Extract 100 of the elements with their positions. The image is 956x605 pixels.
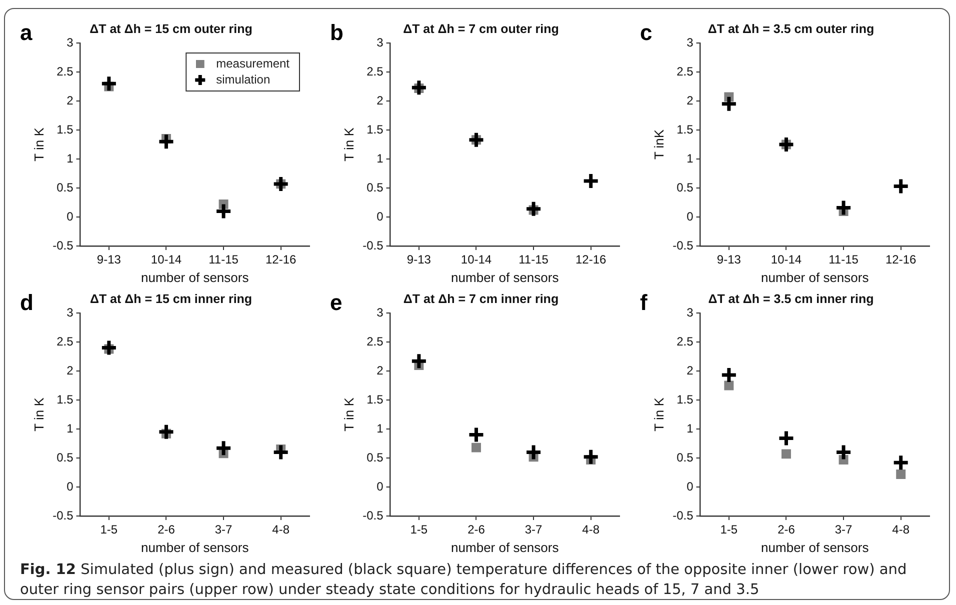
x-tick-label: 4-8 [892, 522, 910, 537]
x-axis-title: number of sensors [141, 270, 250, 285]
point [834, 198, 852, 216]
y-tick-label: 1 [686, 151, 694, 166]
point [582, 172, 600, 190]
y-tick-label: 0 [376, 479, 384, 494]
x-tick-label: 12-16 [575, 252, 607, 267]
x-axis-title: number of sensors [451, 270, 560, 285]
x-axis-title: number of sensors [141, 540, 250, 555]
y-tick-label: 2.5 [676, 334, 694, 348]
y-tick-label: 3 [66, 305, 74, 320]
point [410, 78, 428, 96]
point [777, 136, 795, 154]
y-axis-title: T in K [31, 127, 46, 162]
y-tick-label: 3 [686, 305, 694, 320]
point [157, 423, 175, 441]
legend-label: measurement [216, 56, 290, 70]
text: a [20, 20, 32, 46]
y-tick-label: 2.5 [366, 64, 384, 78]
y-tick-label: 0 [66, 209, 74, 224]
x-tick-label: 10-14 [770, 252, 802, 267]
point [834, 443, 852, 461]
y-tick-label: 0 [66, 479, 74, 494]
y-tick-label: -0.5 [52, 508, 74, 522]
y-axis-title: T inK [651, 129, 666, 160]
x-tick-label: 9-13 [406, 252, 432, 267]
x-axis-title: number of sensors [761, 540, 870, 555]
point [892, 454, 910, 472]
y-tick-label: 0.5 [366, 180, 384, 194]
y-tick-label: 1 [66, 421, 74, 436]
y-tick-label: 1 [66, 151, 74, 166]
point [214, 439, 232, 457]
x-tick-label: 4-8 [272, 522, 290, 537]
x-tick-label: 11-15 [208, 252, 239, 267]
y-tick-label: 1.5 [56, 392, 74, 406]
x-tick-label: 2-6 [468, 522, 486, 537]
chart-title: ΔT at Δh = 15 cm outer ring [90, 22, 252, 36]
y-tick-label: 3 [686, 35, 694, 50]
x-tick-label: 2-6 [158, 522, 176, 537]
y-tick-label: 0.5 [676, 450, 694, 464]
text: c [640, 20, 652, 46]
x-tick-label: 4-8 [582, 522, 600, 537]
y-tick-label: 3 [376, 305, 384, 320]
y-tick-label: 1.5 [676, 392, 694, 406]
chart-title: ΔT at Δh = 3.5 cm outer ring [708, 22, 874, 36]
y-tick-label: 2 [376, 93, 384, 108]
x-tick-label: 11-15 [518, 252, 549, 267]
text: d [20, 290, 34, 316]
y-tick-label: 2.5 [56, 64, 74, 78]
x-tick-label: 2-6 [778, 522, 796, 537]
x-tick-label: 3-7 [214, 522, 233, 537]
y-tick-label: 1.5 [366, 392, 384, 406]
x-tick-label: 11-15 [828, 252, 859, 267]
x-tick-label: 10-14 [150, 252, 182, 267]
x-tick-label: 1-5 [720, 522, 738, 537]
y-tick-label: 2 [686, 93, 694, 108]
y-tick-label: 2.5 [366, 334, 384, 348]
text: f [640, 290, 648, 316]
y-tick-label: -0.5 [672, 238, 694, 252]
y-tick-label: 2.5 [676, 64, 694, 78]
chart-title: ΔT at Δh = 7 cm inner ring [403, 292, 559, 306]
chart-title: ΔT at Δh = 15 cm inner ring [90, 292, 252, 306]
y-tick-label: 2 [686, 363, 694, 378]
chart-title: ΔT at Δh = 7 cm outer ring [403, 22, 559, 36]
y-tick-label: 2 [376, 363, 384, 378]
y-tick-label: 0 [686, 209, 694, 224]
text: e [330, 290, 342, 316]
point [272, 175, 290, 193]
point [100, 339, 118, 357]
point [720, 95, 738, 113]
legend-label: simulation [216, 72, 270, 86]
x-tick-label: 1-5 [410, 522, 428, 537]
text: b [330, 20, 344, 46]
point [471, 442, 481, 452]
y-axis-title: T in K [651, 397, 666, 432]
y-tick-label: -0.5 [362, 508, 384, 522]
point [720, 366, 738, 384]
y-tick-label: 1 [376, 421, 384, 436]
y-tick-label: 0 [376, 209, 384, 224]
y-tick-label: 0.5 [366, 450, 384, 464]
point [524, 443, 542, 461]
y-tick-label: 1.5 [676, 122, 694, 136]
y-tick-label: 1.5 [366, 122, 384, 136]
x-tick-label: 1-5 [100, 522, 118, 537]
chart-title: ΔT at Δh = 3.5 cm inner ring [708, 292, 874, 306]
x-tick-label: 3-7 [834, 522, 853, 537]
y-axis-title: T in K [341, 397, 356, 432]
point [157, 132, 175, 150]
y-tick-label: -0.5 [672, 508, 694, 522]
x-tick-label: 10-14 [460, 252, 492, 267]
y-tick-label: 2 [66, 363, 74, 378]
point [896, 470, 906, 479]
x-tick-label: 12-16 [885, 252, 917, 267]
point [272, 443, 290, 461]
caption: Fig. 12 Simulated (plus sign) and measured (black square) temperature differences of the opposite inner (lower row) and outer ring sensor pairs (upper row) under steady state conditions for hydraulic heads of 15, 7 and 3.5 [20, 561, 908, 600]
x-tick-label: 12-16 [265, 252, 297, 267]
point [777, 430, 795, 448]
point [582, 448, 600, 466]
point [100, 74, 118, 92]
y-tick-label: 0.5 [676, 180, 694, 194]
